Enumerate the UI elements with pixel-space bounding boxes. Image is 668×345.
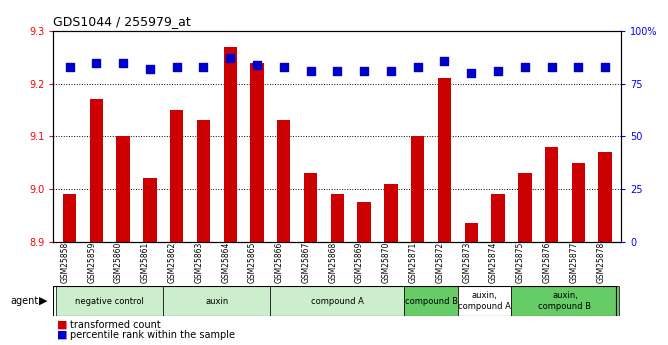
Text: GSM25871: GSM25871: [409, 241, 418, 283]
Bar: [197, 120, 210, 242]
Bar: [458, 286, 512, 316]
Point: [305, 68, 316, 74]
Text: auxin,
compound B: auxin, compound B: [538, 291, 591, 311]
Text: GSM25866: GSM25866: [275, 241, 284, 283]
Bar: [384, 184, 397, 242]
Text: compound B: compound B: [405, 296, 458, 306]
Text: GSM25864: GSM25864: [221, 241, 230, 283]
Bar: [143, 178, 156, 242]
Text: GSM25876: GSM25876: [542, 241, 552, 283]
Bar: [404, 286, 458, 316]
Text: agent: agent: [10, 296, 38, 306]
Text: ■: ■: [57, 320, 67, 330]
Bar: [512, 286, 619, 316]
Bar: [572, 162, 585, 242]
Text: ▶: ▶: [39, 296, 47, 306]
Bar: [304, 173, 317, 242]
Text: GDS1044 / 255979_at: GDS1044 / 255979_at: [53, 16, 191, 29]
Bar: [224, 47, 237, 242]
Bar: [357, 202, 371, 242]
Text: GSM25875: GSM25875: [516, 241, 525, 283]
Text: transformed count: transformed count: [70, 320, 161, 330]
Bar: [90, 99, 103, 242]
Text: GSM25862: GSM25862: [168, 241, 176, 283]
Point: [198, 64, 209, 70]
Point: [439, 58, 450, 63]
Text: GSM25868: GSM25868: [329, 241, 337, 283]
Text: GSM25869: GSM25869: [355, 241, 364, 283]
Text: GSM25863: GSM25863: [194, 241, 204, 283]
Bar: [250, 63, 264, 242]
Bar: [63, 194, 76, 242]
Bar: [116, 136, 130, 242]
Text: auxin: auxin: [205, 296, 228, 306]
Text: GSM25877: GSM25877: [569, 241, 578, 283]
Point: [520, 64, 530, 70]
Text: GSM25859: GSM25859: [88, 241, 96, 283]
Point: [91, 60, 102, 66]
Bar: [163, 286, 271, 316]
Point: [412, 64, 423, 70]
Point: [225, 56, 236, 61]
Bar: [271, 286, 404, 316]
Text: negative control: negative control: [75, 296, 144, 306]
Bar: [492, 194, 505, 242]
Text: GSM25858: GSM25858: [61, 241, 69, 283]
Text: GSM25870: GSM25870: [382, 241, 391, 283]
Text: percentile rank within the sample: percentile rank within the sample: [70, 330, 235, 339]
Bar: [599, 152, 612, 242]
Point: [171, 64, 182, 70]
Text: GSM25865: GSM25865: [248, 241, 257, 283]
Bar: [545, 147, 558, 242]
Text: ■: ■: [57, 330, 67, 339]
Bar: [464, 223, 478, 241]
Point: [332, 68, 343, 74]
Point: [493, 68, 504, 74]
Point: [252, 62, 263, 68]
Point: [385, 68, 396, 74]
Text: GSM25867: GSM25867: [301, 241, 311, 283]
Point: [359, 68, 369, 74]
Bar: [56, 286, 163, 316]
Point: [144, 66, 155, 72]
Bar: [438, 78, 451, 242]
Text: GSM25874: GSM25874: [489, 241, 498, 283]
Text: auxin,
compound A: auxin, compound A: [458, 291, 511, 311]
Text: GSM25860: GSM25860: [114, 241, 123, 283]
Point: [466, 70, 476, 76]
Point: [279, 64, 289, 70]
Bar: [331, 194, 344, 242]
Text: GSM25861: GSM25861: [141, 241, 150, 283]
Text: GSM25878: GSM25878: [596, 241, 605, 283]
Point: [600, 64, 611, 70]
Point: [64, 64, 75, 70]
Bar: [170, 110, 183, 242]
Text: GSM25872: GSM25872: [436, 241, 444, 283]
Point: [573, 64, 584, 70]
Point: [118, 60, 128, 66]
Bar: [411, 136, 424, 242]
Point: [546, 64, 557, 70]
Bar: [518, 173, 532, 242]
Bar: [277, 120, 291, 242]
Text: compound A: compound A: [311, 296, 364, 306]
Text: GSM25873: GSM25873: [462, 241, 471, 283]
